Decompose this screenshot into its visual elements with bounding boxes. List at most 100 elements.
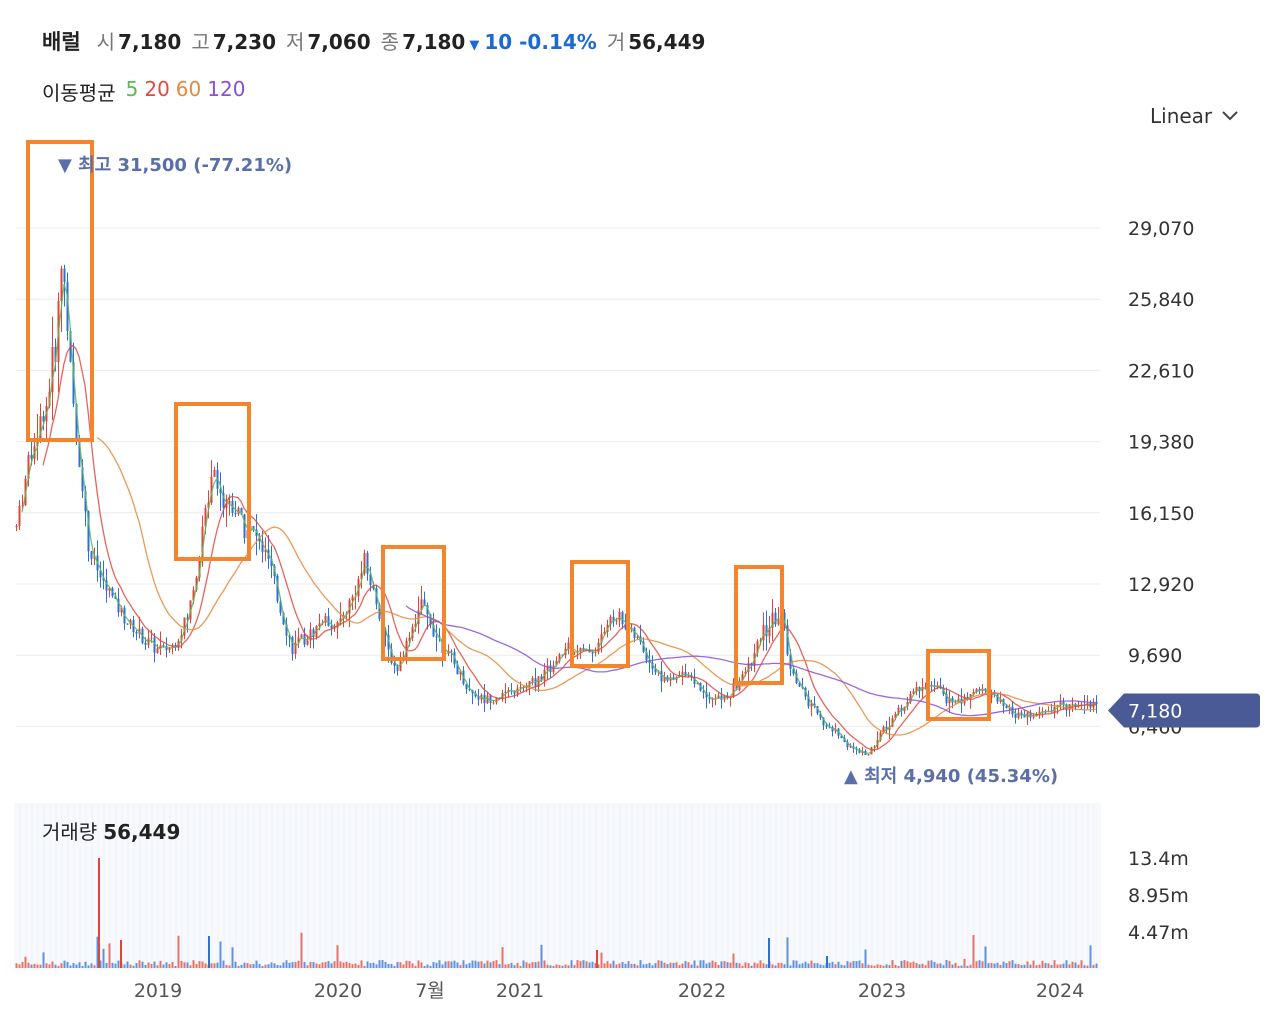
moving-average-legend[interactable]: 이동평균 5 20 60 120 — [42, 77, 245, 106]
volume-bar — [1056, 964, 1059, 968]
candle — [30, 454, 33, 459]
volume-bar — [771, 964, 774, 968]
high-value: 7,230 — [212, 30, 276, 54]
volume-title-value: 56,449 — [103, 820, 181, 844]
volume-value: 56,449 — [628, 30, 706, 54]
volume-bar — [792, 960, 795, 968]
volume-bar — [627, 961, 630, 968]
volume-bar — [579, 961, 582, 968]
volume-bar — [567, 965, 570, 968]
volume-bar — [408, 961, 411, 968]
volume-title-label: 거래량 — [42, 820, 98, 844]
volume-bar — [450, 961, 453, 968]
candle — [261, 541, 264, 552]
volume-bar — [930, 960, 933, 968]
candle — [66, 282, 69, 331]
volume-bar — [843, 965, 846, 968]
volume-bar — [1059, 964, 1062, 968]
volume-bar — [939, 963, 942, 968]
ma-20-line — [42, 344, 1097, 751]
volume-bar — [51, 961, 54, 968]
volume-bar — [816, 963, 819, 968]
scale-select[interactable]: Linear — [1150, 104, 1238, 128]
volume-bar — [756, 963, 759, 968]
volume-bar — [912, 961, 915, 968]
volume-bar — [402, 964, 405, 968]
volume-bar — [966, 965, 969, 968]
candle — [312, 629, 315, 638]
volume-bar — [759, 960, 762, 968]
volume-bar — [588, 962, 591, 968]
open-value: 7,180 — [118, 30, 182, 54]
volume-bar — [969, 964, 972, 968]
volume-bar — [603, 963, 606, 968]
volume-bar — [192, 960, 195, 968]
volume-bar — [1005, 963, 1008, 968]
volume-bar — [957, 965, 960, 968]
volume-bar — [318, 964, 321, 968]
volume-bar — [1002, 961, 1005, 968]
volume-bar — [570, 960, 573, 968]
candle — [315, 626, 318, 638]
volume-tick-label: 13.4m — [1128, 848, 1189, 870]
x-axis-label: 2019 — [134, 980, 182, 1002]
volume-bar — [1041, 960, 1044, 968]
candle — [258, 536, 261, 542]
candle — [579, 647, 582, 652]
candle — [144, 642, 147, 645]
volume-bar — [765, 964, 768, 968]
volume-bar — [660, 960, 663, 968]
volume-bar — [846, 961, 849, 968]
volume-bar — [711, 960, 714, 968]
candle — [117, 598, 120, 613]
volume-bar — [441, 964, 444, 968]
candle — [807, 696, 810, 707]
volume-bar — [882, 965, 885, 968]
candle — [81, 467, 84, 492]
volume-bar — [633, 963, 636, 968]
volume-bar — [174, 965, 177, 968]
volume-bar — [741, 965, 744, 968]
volume-bar — [921, 963, 924, 968]
volume-bar — [951, 964, 954, 968]
volume-bar — [855, 961, 858, 968]
volume-bar — [423, 965, 426, 968]
candle — [909, 693, 912, 703]
volume-bar — [279, 965, 282, 968]
candle — [15, 525, 18, 528]
volume-bar — [504, 964, 507, 968]
candle — [291, 637, 294, 655]
candle — [600, 633, 603, 643]
volume-bar — [129, 964, 132, 968]
candle — [150, 637, 153, 639]
candle — [846, 741, 849, 748]
volume-bar — [1086, 965, 1089, 968]
volume-bar — [516, 962, 519, 968]
volume-bar — [885, 964, 888, 968]
volume-bar — [678, 965, 681, 968]
volume-bar — [210, 963, 213, 968]
volume-bar — [666, 964, 669, 968]
candle — [228, 500, 231, 504]
candle — [999, 699, 1002, 702]
volume-bar — [804, 961, 807, 968]
volume-bar — [702, 960, 705, 968]
candle — [822, 717, 825, 726]
volume-bar — [264, 964, 267, 968]
volume-bar — [306, 965, 309, 968]
candle — [324, 616, 327, 623]
candle — [651, 662, 654, 669]
volume-bar — [780, 962, 783, 968]
candle — [990, 691, 993, 698]
volume-bar — [726, 962, 729, 968]
volume-bar — [795, 960, 798, 968]
volume-bar — [63, 960, 66, 968]
candle — [1023, 714, 1026, 718]
volume-bar — [258, 963, 261, 968]
volume-bar — [483, 963, 486, 968]
volume-bar — [537, 961, 540, 968]
candle — [456, 664, 459, 675]
ma-5-label: 5 — [125, 77, 139, 101]
candle — [243, 514, 246, 539]
